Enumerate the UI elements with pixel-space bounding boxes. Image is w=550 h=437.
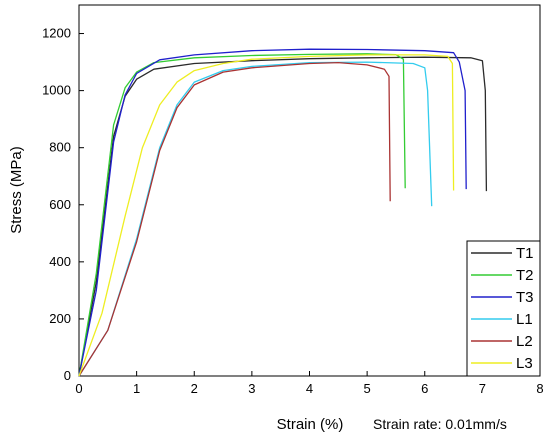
x-tick-label: 6 [421, 381, 428, 396]
series-line-l3 [78, 54, 455, 377]
x-tick-label: 8 [536, 381, 543, 396]
y-tick-label: 400 [49, 254, 71, 269]
legend-label-t3: T3 [516, 289, 534, 306]
x-tick-label: 4 [306, 381, 313, 396]
x-tick-label: 5 [364, 381, 371, 396]
legend-label-t1: T1 [516, 245, 534, 262]
y-tick-label: 800 [49, 140, 71, 155]
x-tick-label: 0 [75, 381, 82, 396]
legend-label-l1: L1 [516, 311, 533, 328]
y-axis-title: Stress (MPa) [8, 146, 25, 234]
x-tick-label: 3 [248, 381, 255, 396]
legend-label-l3: L3 [516, 355, 533, 372]
x-tick-label: 2 [191, 381, 198, 396]
y-tick-label: 1200 [42, 26, 71, 41]
series-line-l1 [78, 61, 433, 377]
legend-box [466, 240, 541, 377]
legend-label-t2: T2 [516, 267, 534, 284]
y-tick-label: 200 [49, 311, 71, 326]
y-tick-label: 600 [49, 197, 71, 212]
strain-rate-annotation: Strain rate: 0.01mm/s [373, 416, 507, 432]
series-line-t2 [78, 53, 406, 377]
series-line-t1 [78, 56, 488, 377]
legend: T1 T2 T3 L1 L2 L3 [466, 240, 541, 377]
x-axis-title: Strain (%) [277, 416, 344, 433]
series-line-t3 [78, 48, 467, 377]
y-tick-label: 1000 [42, 83, 71, 98]
series-layer [78, 48, 488, 377]
x-tick-label: 1 [133, 381, 140, 396]
legend-label-l2: L2 [516, 333, 533, 350]
y-tick-label: 0 [64, 368, 71, 383]
series-line-l2 [78, 61, 391, 377]
x-tick-label: 7 [479, 381, 486, 396]
